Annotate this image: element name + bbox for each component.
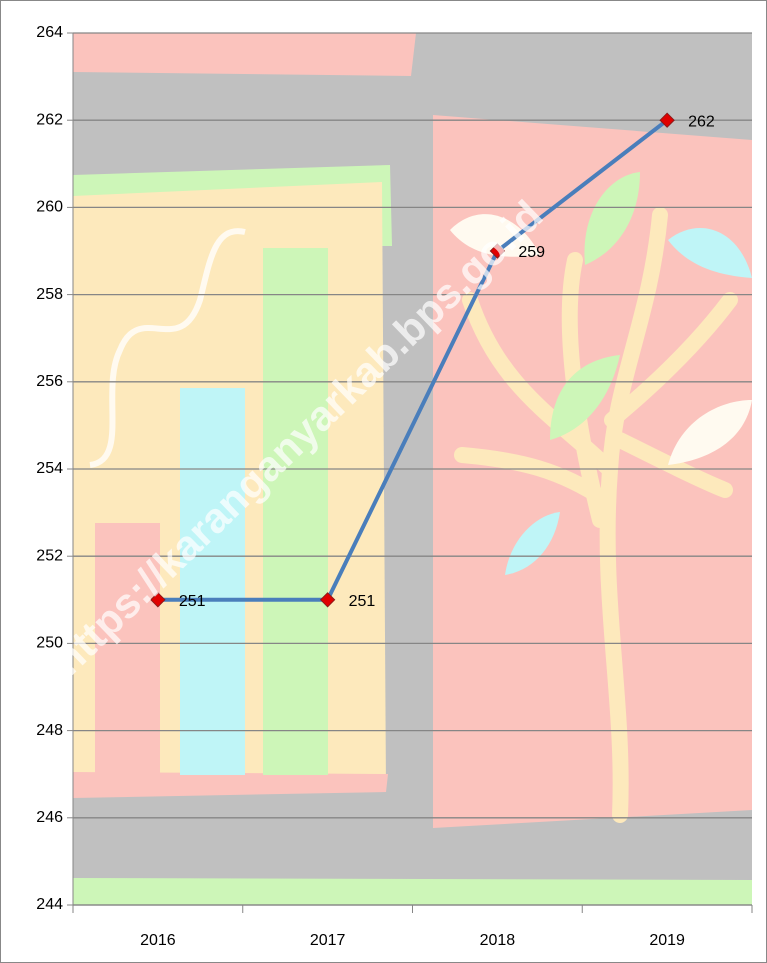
y-tick-label: 244 (36, 896, 63, 913)
art-shape (263, 248, 328, 775)
x-tick-label: 2018 (480, 932, 516, 949)
y-tick-label: 246 (36, 809, 63, 826)
data-label: 251 (179, 593, 206, 610)
chart: 2442462482502522542562582602622642016201… (0, 0, 767, 963)
data-label: 262 (688, 113, 715, 130)
y-tick-label: 260 (36, 199, 63, 216)
y-tick-label: 264 (36, 24, 63, 41)
art-shape (73, 878, 752, 905)
x-tick-label: 2016 (140, 932, 176, 949)
y-tick-label: 254 (36, 460, 63, 477)
art-shape (73, 33, 416, 76)
page: {"chart_data": {"type": "line", "categor… (0, 0, 767, 963)
x-tick-label: 2017 (310, 932, 346, 949)
y-tick-label: 256 (36, 373, 63, 390)
y-tick-label: 248 (36, 722, 63, 739)
x-tick-label: 2019 (649, 932, 685, 949)
y-tick-label: 262 (36, 111, 63, 128)
y-tick-label: 258 (36, 286, 63, 303)
data-label: 251 (349, 593, 376, 610)
art-shape (180, 388, 245, 775)
y-tick-label: 252 (36, 547, 63, 564)
